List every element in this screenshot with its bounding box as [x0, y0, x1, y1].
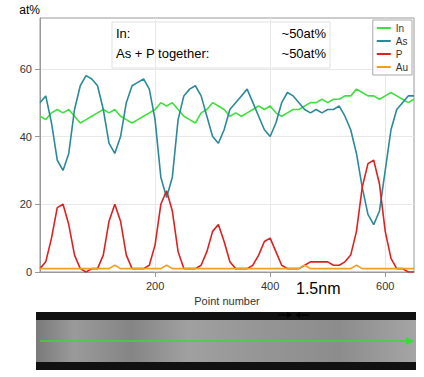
- svg-text:40: 40: [20, 131, 32, 143]
- svg-text:200: 200: [146, 280, 164, 292]
- svg-text:20: 20: [20, 198, 32, 210]
- svg-text:1.5nm: 1.5nm: [296, 280, 340, 297]
- svg-text:Au: Au: [396, 62, 408, 73]
- svg-text:In:: In:: [116, 26, 130, 41]
- svg-text:400: 400: [261, 280, 279, 292]
- svg-text:P: P: [396, 49, 403, 60]
- svg-text:In: In: [396, 23, 404, 34]
- svg-text:~50at%: ~50at%: [282, 46, 327, 61]
- svg-text:As + P together:: As + P together:: [116, 46, 209, 61]
- svg-text:600: 600: [376, 280, 394, 292]
- svg-text:Point number: Point number: [194, 295, 260, 307]
- svg-text:As: As: [396, 36, 408, 47]
- svg-text:at%: at%: [19, 3, 40, 17]
- svg-text:0: 0: [26, 266, 32, 278]
- svg-text:60: 60: [20, 63, 32, 75]
- svg-text:~50at%: ~50at%: [282, 26, 327, 41]
